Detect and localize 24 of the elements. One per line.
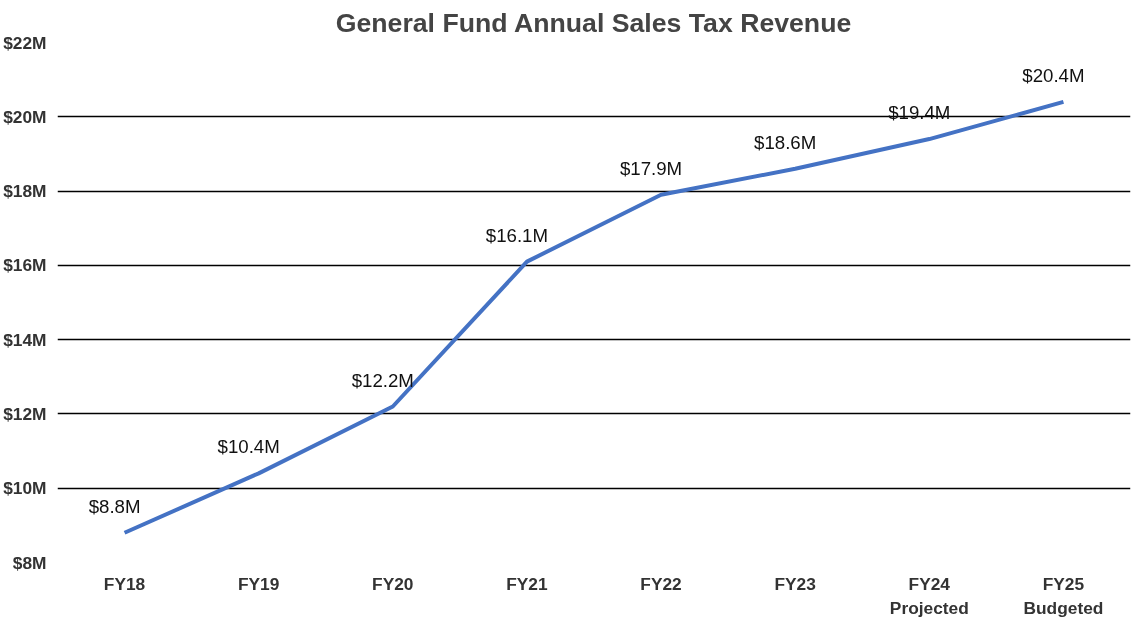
data-label: $16.1M [485, 224, 549, 246]
y-tick-label: $14M [3, 329, 47, 350]
data-label: $18.6M [754, 131, 817, 153]
y-tick-label: $12M [3, 403, 47, 424]
x-tick-label: FY19 [237, 573, 280, 594]
y-tick-label: $10M [3, 478, 47, 499]
y-tick-label: $22M [3, 32, 47, 53]
data-label: $8.8M [88, 495, 141, 517]
data-label: $17.9M [619, 157, 683, 179]
y-tick-label: $8M [12, 552, 47, 573]
data-label: $12.2M [351, 369, 414, 391]
x-tick-label: FY23 [774, 573, 817, 594]
chart-title: General Fund Annual Sales Tax Revenue [335, 7, 852, 38]
y-tick-label: $16M [3, 255, 47, 276]
y-tick-label: $20M [3, 106, 47, 127]
x-tick-label: FY22 [640, 573, 682, 594]
x-tick-label: FY18 [103, 573, 146, 594]
data-label: $10.4M [217, 436, 280, 458]
x-tick-label: FY25 Budgeted [1023, 573, 1104, 618]
x-tick-label: FY21 [506, 573, 549, 594]
y-tick-label: $18M [3, 181, 47, 202]
data-label: $20.4M [1022, 64, 1085, 86]
x-tick-label: FY20 [372, 573, 414, 594]
x-tick-label: FY24 Projected [889, 573, 969, 618]
